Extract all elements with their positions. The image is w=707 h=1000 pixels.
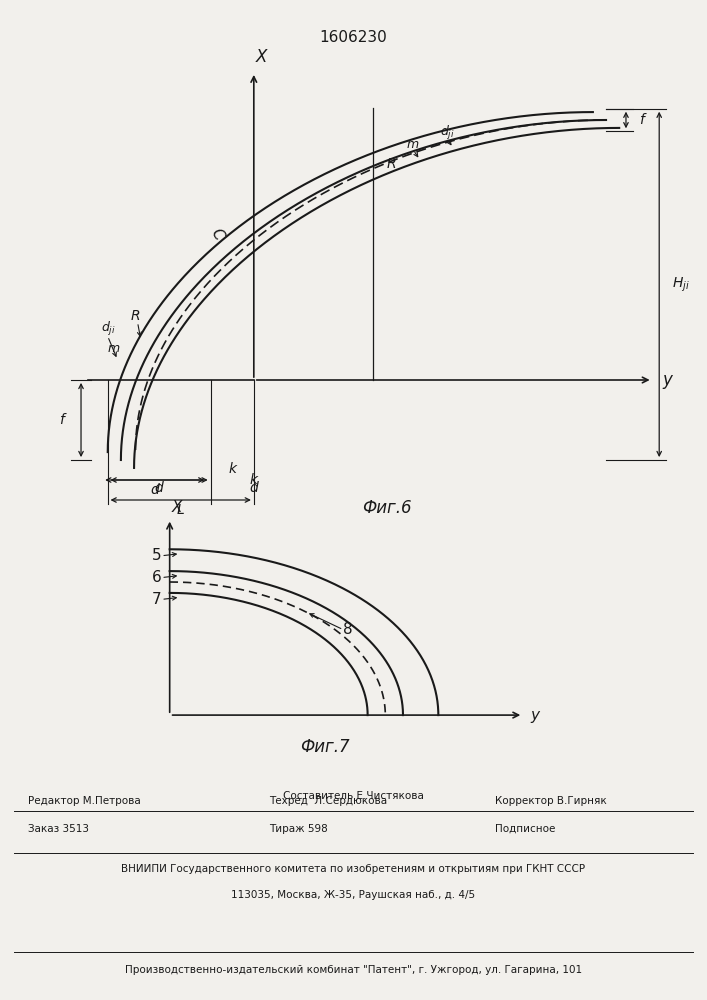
Text: Тираж 598: Тираж 598 <box>269 824 327 834</box>
Text: X: X <box>256 48 267 66</box>
Text: 5: 5 <box>152 548 162 563</box>
Text: Фиг.7: Фиг.7 <box>300 738 350 756</box>
Text: y: y <box>662 371 672 389</box>
Text: Техред  Л.Сердюкова: Техред Л.Сердюкова <box>269 796 387 806</box>
Text: Фиг.6: Фиг.6 <box>362 499 411 517</box>
Text: 6: 6 <box>152 570 162 585</box>
Text: Редактор М.Петрова: Редактор М.Петрова <box>28 796 141 806</box>
Text: X: X <box>172 500 182 515</box>
Text: R: R <box>131 309 141 323</box>
Text: k: k <box>228 462 236 476</box>
Text: 113035, Москва, Ж-35, Раушская наб., д. 4/5: 113035, Москва, Ж-35, Раушская наб., д. … <box>231 890 476 900</box>
Text: 1606230: 1606230 <box>320 30 387 45</box>
Text: Производственно-издательский комбинат "Патент", г. Ужгород, ул. Гагарина, 101: Производственно-издательский комбинат "П… <box>125 965 582 975</box>
Text: d: d <box>250 481 258 495</box>
Text: d: d <box>155 481 163 495</box>
Text: 7: 7 <box>152 592 162 607</box>
Text: $d_{ji}$: $d_{ji}$ <box>101 320 116 338</box>
Text: Корректор В.Гирняк: Корректор В.Гирняк <box>495 796 607 806</box>
Text: Заказ 3513: Заказ 3513 <box>28 824 89 834</box>
Text: f: f <box>639 113 644 127</box>
Text: k: k <box>250 473 258 487</box>
Text: C: C <box>207 226 226 243</box>
Text: ВНИИПИ Государственного комитета по изобретениям и открытиям при ГКНТ СССР: ВНИИПИ Государственного комитета по изоб… <box>122 864 585 874</box>
Text: m: m <box>407 138 419 151</box>
Text: $d_{ji}$: $d_{ji}$ <box>440 124 455 142</box>
Text: y: y <box>530 708 539 723</box>
Text: L: L <box>177 503 185 517</box>
Text: 8: 8 <box>344 622 353 637</box>
Text: f: f <box>59 413 64 427</box>
Text: d: d <box>151 483 159 497</box>
Text: Подписное: Подписное <box>495 824 555 834</box>
Text: $H_{ji}$: $H_{ji}$ <box>672 275 690 294</box>
Text: Составитель Е.Чистякова: Составитель Е.Чистякова <box>283 791 424 801</box>
Text: R: R <box>387 157 397 171</box>
Text: m: m <box>107 342 119 355</box>
